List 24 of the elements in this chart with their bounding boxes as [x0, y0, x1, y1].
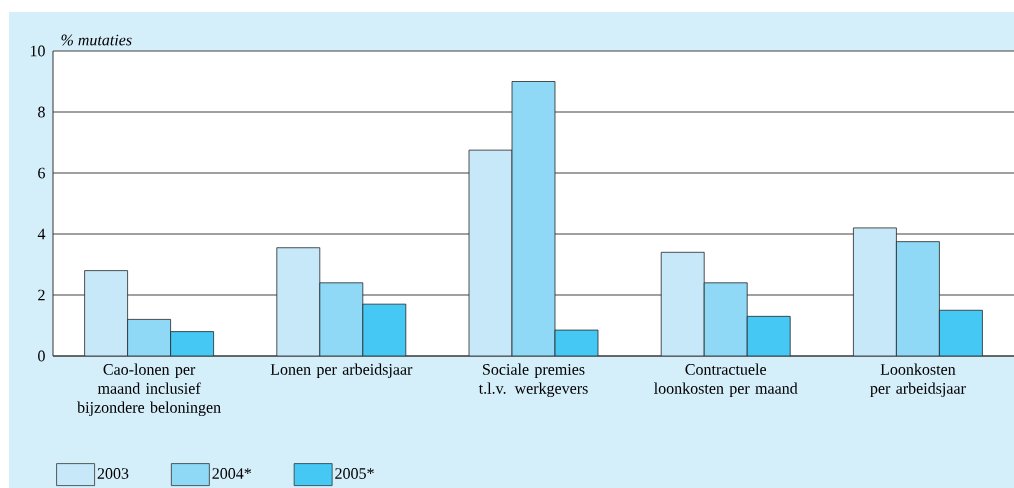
x-tick-label: Lonen per arbeidsjaar	[270, 363, 413, 379]
y-tick-label: 0	[38, 350, 45, 362]
y-tick-label: 6	[38, 167, 45, 179]
x-tick-label: Contractuele loonkosten per maand	[654, 363, 798, 398]
bar	[746, 315, 791, 357]
bar	[170, 331, 214, 357]
bar	[276, 247, 321, 357]
bar	[84, 270, 128, 357]
y-axis-title: % mutaties	[61, 34, 132, 46]
x-tick-label: Sociale premies t.l.v. werkgevers	[478, 363, 588, 398]
y-tick-label: 4	[37, 228, 46, 240]
bar	[468, 149, 513, 357]
bar	[660, 251, 705, 357]
legend-label: 2005*	[335, 468, 374, 479]
y-tick-label: 2	[38, 289, 45, 301]
legend-label: 2004*	[212, 468, 251, 479]
legend-label: 2003	[97, 468, 129, 479]
y-tick-label: 10	[30, 45, 45, 57]
bar	[853, 227, 897, 357]
bar	[362, 303, 407, 357]
bar	[939, 309, 983, 357]
x-tick-label: Cao-lonen per maand inclusief bijzondere beloningen	[77, 363, 221, 417]
x-tick-label: Loonkosten per arbeidsjaar	[870, 363, 966, 398]
y-tick-label: 8	[38, 106, 45, 118]
